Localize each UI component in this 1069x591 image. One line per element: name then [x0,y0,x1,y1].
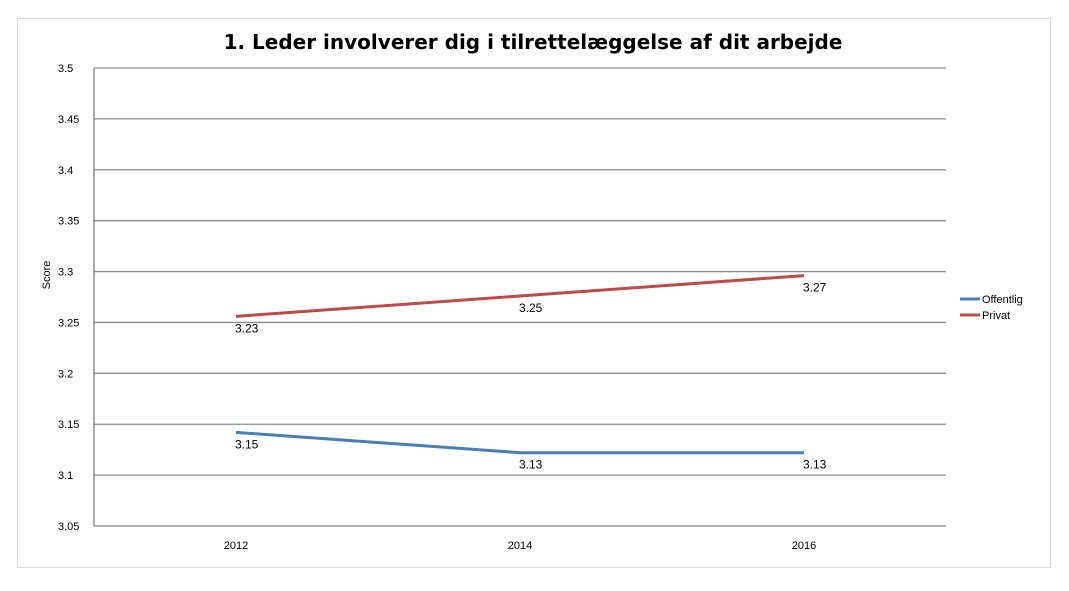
y-tick-label: 3.4 [58,165,73,177]
y-tick-label: 3.1 [58,470,73,482]
data-label: 3.23 [235,321,259,335]
chart-title: 1. Leder involverer dig i tilrettelæggel… [224,30,843,54]
data-label: 3.25 [519,301,543,315]
x-tick-label: 2014 [508,540,532,552]
y-tick-label: 3.25 [58,317,79,329]
series-line-offentlig [235,430,804,455]
legend-entry: Offentlig [982,294,1023,306]
data-label: 3.13 [803,458,827,472]
y-tick-label: 3.05 [58,521,79,533]
y-tick-labels: 3.05 3.1 3.15 3.2 3.25 3.3 3.35 3.4 3.45 3.5 [58,63,79,533]
y-tick-label: 3.45 [58,114,79,126]
y-tick-label: 3.3 [58,267,73,279]
y-tick-label: 3.2 [58,368,73,380]
gridlines [93,67,946,527]
x-tick-labels: 2012 2014 2016 [224,540,816,552]
y-tick-label: 3.35 [58,216,79,228]
series-lines [235,274,805,455]
chart-frame [17,18,1051,568]
data-label: 3.13 [519,458,543,472]
x-tick-label: 2012 [224,540,248,552]
y-tick-label: 3.15 [58,419,79,431]
data-label: 3.15 [235,437,259,451]
data-label: 3.27 [803,281,827,295]
data-labels: 3.15 3.13 3.13 3.23 3.25 3.27 [235,281,827,472]
y-axis-label: Score [41,261,53,290]
legend: Offentlig Privat [960,294,1023,322]
x-tick-label: 2016 [792,540,816,552]
series-line-privat [235,274,805,318]
legend-entry: Privat [982,310,1010,322]
y-tick-label: 3.5 [58,63,73,75]
